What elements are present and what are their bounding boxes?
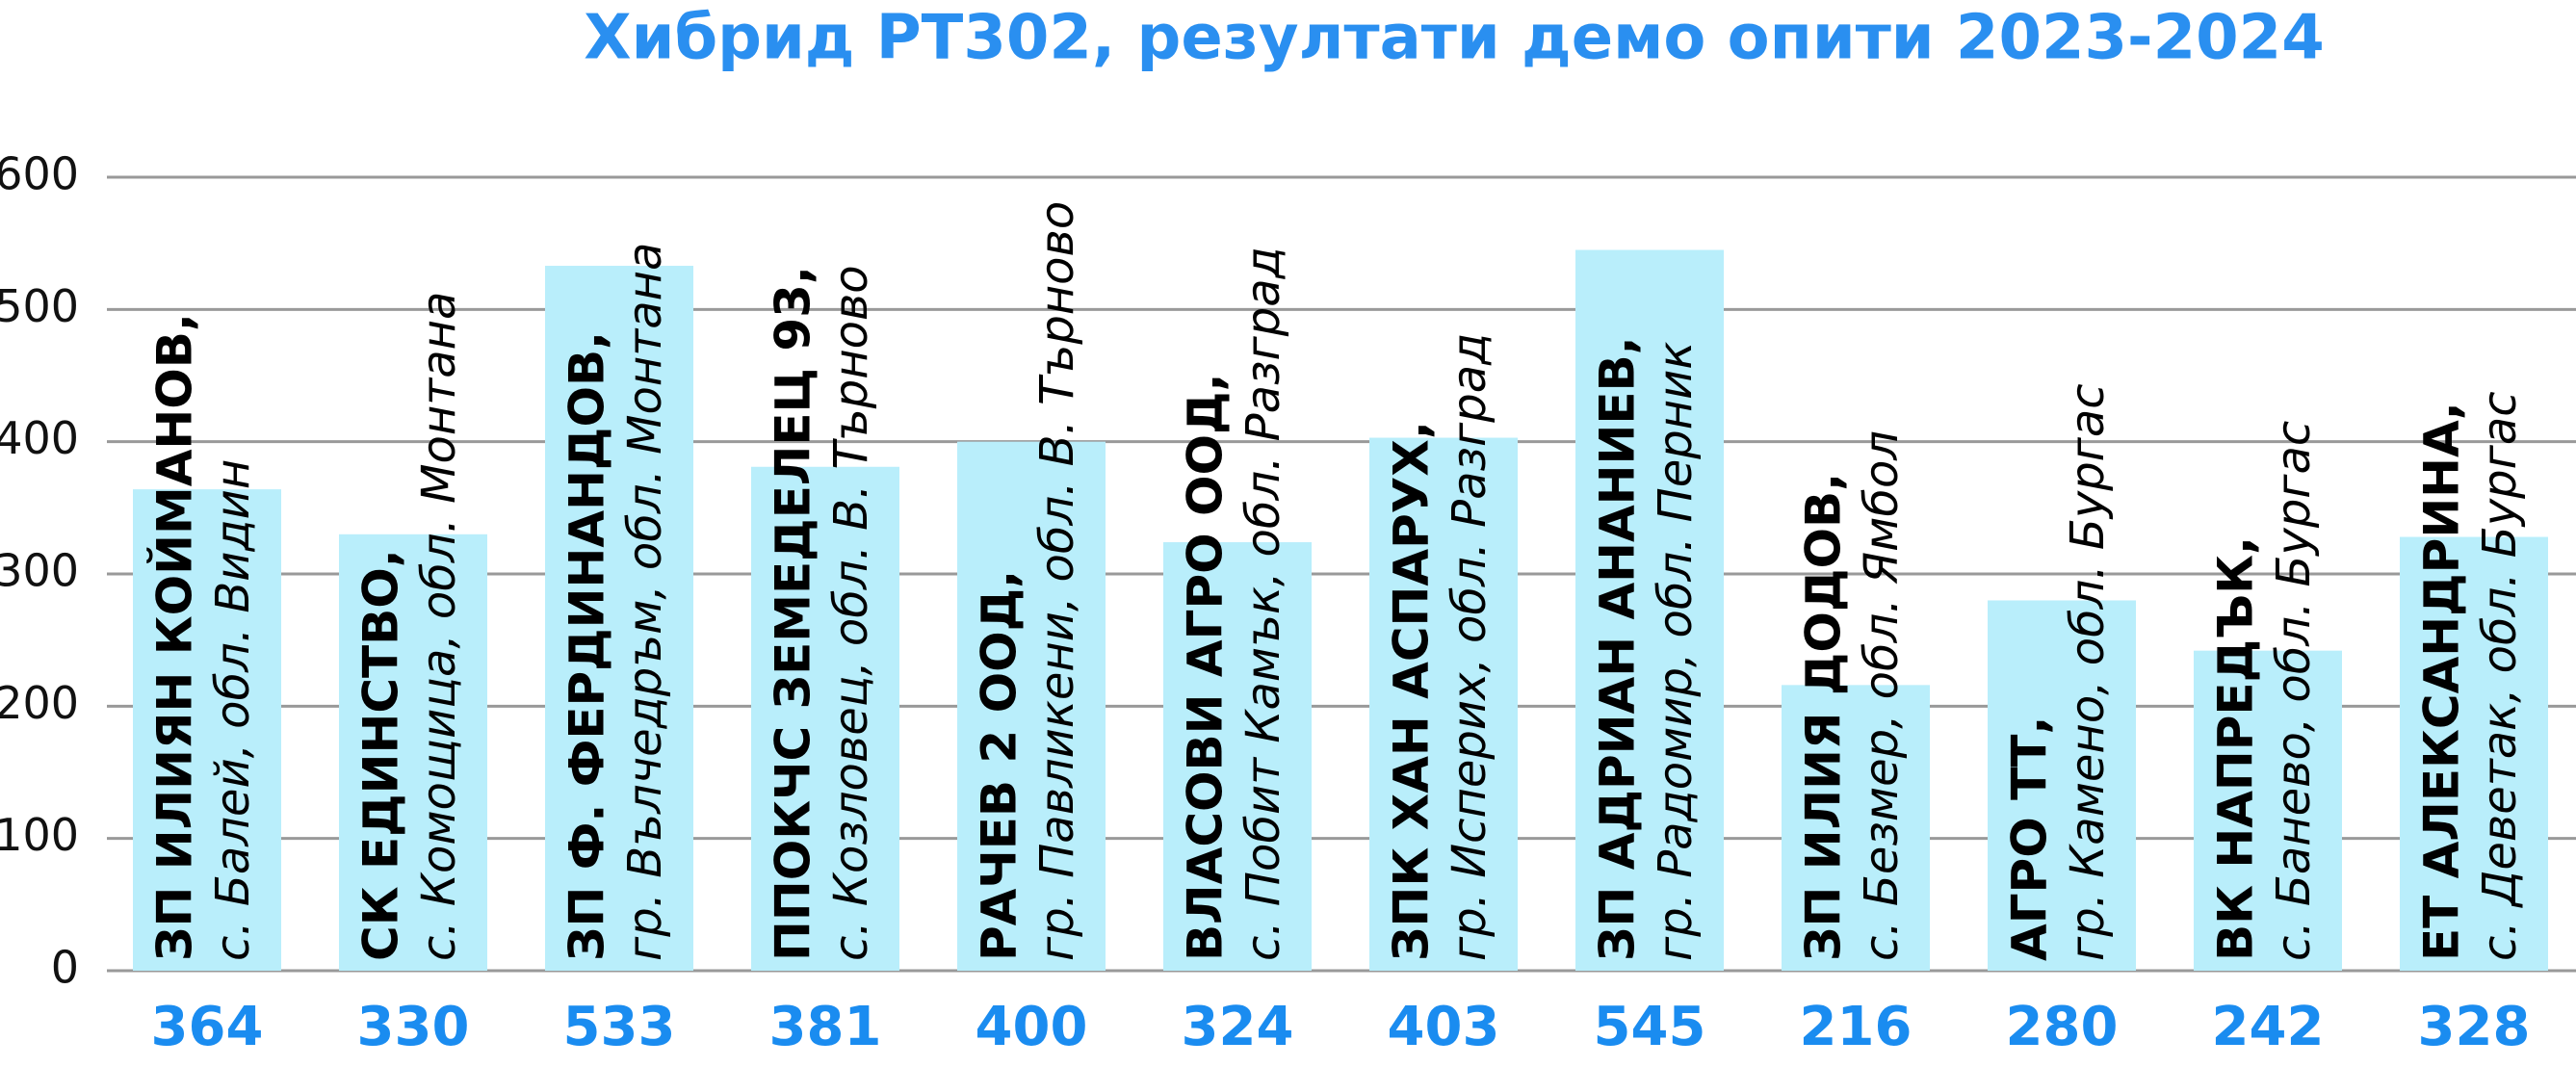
category-label: ЗПК ХАН АСПАРУХ, xyxy=(1384,421,1440,961)
bar xyxy=(545,266,693,972)
location-label: с. Безмер, обл. Ямбол xyxy=(1855,430,1909,961)
y-tick-label: 600 xyxy=(0,148,79,200)
y-tick-label: 500 xyxy=(0,280,79,332)
category-label: ВЛАСОВИ АГРО ООД, xyxy=(1178,373,1234,961)
bar xyxy=(2400,536,2548,971)
category-label: ЗП АДРИАН АНАНИЕВ, xyxy=(1590,336,1646,961)
value-label: 381 xyxy=(769,996,882,1058)
category-label: ЗП Ф. ФЕРДИНАНДОВ, xyxy=(559,331,615,961)
chart-title: Хибрид РТ302, резултати демо опити 2023-… xyxy=(584,3,2324,74)
value-label: 364 xyxy=(151,996,264,1058)
value-label: 545 xyxy=(1594,996,1706,1058)
category-label: ВК НАПРЕДЪК, xyxy=(2208,536,2264,961)
category-label: АГРО ТТ, xyxy=(2002,716,2058,961)
value-label: 400 xyxy=(976,996,1088,1058)
bar xyxy=(1782,685,1930,971)
location-label: с. Побит Камък, обл. Разград xyxy=(1236,247,1290,961)
location-label: с. Деветак, обл. Бургас xyxy=(2473,391,2527,961)
value-label: 280 xyxy=(2006,996,2119,1058)
bar xyxy=(1369,437,1518,972)
location-label: гр. Исперих, обл. Разград xyxy=(1443,333,1496,961)
y-tick-label: 400 xyxy=(0,412,79,464)
value-label: 216 xyxy=(1800,996,1912,1058)
location-label: с. Балей, обл. Видин xyxy=(206,459,260,961)
value-label: 242 xyxy=(2212,996,2325,1058)
location-label: гр. Павликени, обл. В. Търново xyxy=(1030,201,1084,961)
bar xyxy=(339,534,487,971)
bar xyxy=(2194,650,2342,971)
location-label: гр. Радомир, обл. Перник xyxy=(1649,342,1703,961)
bar xyxy=(133,489,281,971)
category-label: РАЧЕВ 2 ООД, xyxy=(972,570,1028,961)
value-label: 403 xyxy=(1388,996,1500,1058)
category-label: ППОКЧС ЗЕМЕДЕЛЕЦ 93, xyxy=(766,266,821,961)
value-label: 330 xyxy=(357,996,470,1058)
value-label: 324 xyxy=(1182,996,1294,1058)
bar xyxy=(1575,249,1724,971)
y-tick-label: 300 xyxy=(0,545,79,597)
category-label: ЗП ИЛИЯ ДОДОВ, xyxy=(1796,473,1852,961)
y-tick-label: 0 xyxy=(51,942,79,994)
value-label: 533 xyxy=(563,996,676,1058)
location-label: с. Козловец, обл. В. Търново xyxy=(824,265,878,961)
location-label: гр. Вълчедръм, обл. Монтана xyxy=(618,243,672,961)
bar xyxy=(751,466,899,971)
value-label: 328 xyxy=(2418,996,2531,1058)
location-label: с. Комощица, обл. Монтана xyxy=(412,292,466,961)
bar xyxy=(957,441,1106,972)
bar xyxy=(1163,542,1312,971)
category-label: СК ЕДИНСТВО, xyxy=(353,549,409,961)
category-label: ЕТ АЛЕКСАНДРИНА, xyxy=(2414,402,2470,961)
y-tick-label: 100 xyxy=(0,809,79,861)
y-tick-label: 200 xyxy=(0,677,79,729)
bar xyxy=(1988,600,2136,971)
category-label: ЗП ИЛИЯН КОЙМАНОВ, xyxy=(146,313,203,961)
location-label: гр. Камено, обл. Бургас xyxy=(2061,383,2115,961)
location-label: с. Банево, обл. Бургас xyxy=(2267,421,2321,961)
